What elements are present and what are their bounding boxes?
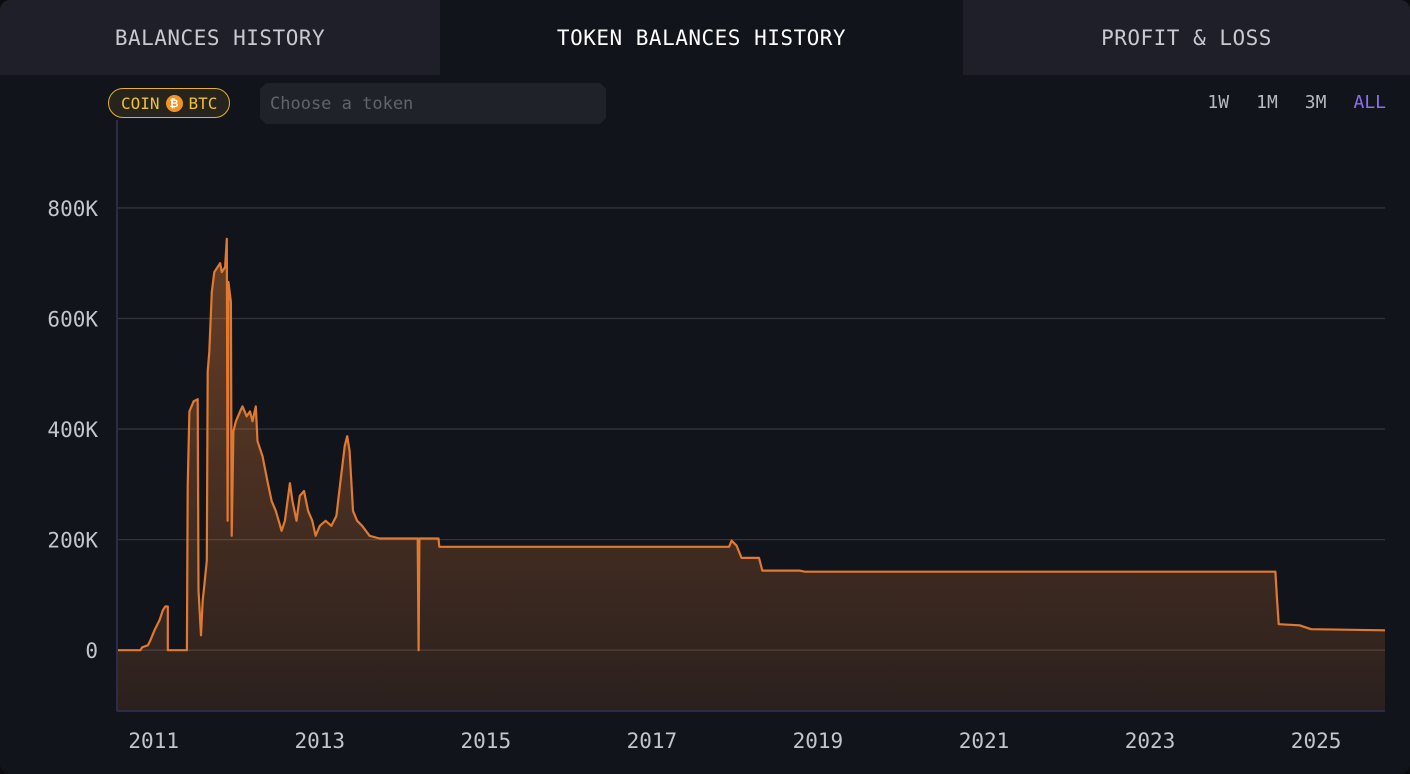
y-tick-label: 400K	[47, 418, 98, 442]
range-3m[interactable]: 3M	[1304, 92, 1327, 113]
y-tick-label: 0	[85, 639, 98, 663]
y-tick-label: 600K	[47, 307, 98, 331]
x-tick-label: 2023	[1125, 729, 1176, 753]
coin-filter-badge[interactable]: COIN ₿ BTC	[108, 88, 231, 118]
x-tick-label: 2025	[1291, 729, 1342, 753]
x-tick-label: 2021	[959, 729, 1010, 753]
time-range-selector: 1W 1M 3M ALL	[1207, 92, 1386, 113]
bitcoin-icon: ₿	[165, 94, 183, 112]
range-1m[interactable]: 1M	[1256, 92, 1278, 113]
x-tick-label: 2017	[627, 729, 678, 753]
y-tick-label: 200K	[47, 529, 98, 553]
badge-prefix: COIN	[121, 93, 160, 113]
token-search-input[interactable]	[260, 83, 606, 124]
x-tick-label: 2015	[461, 729, 512, 753]
balance-line	[118, 237, 1386, 652]
badge-symbol: BTC	[188, 93, 218, 113]
tab-balances-history[interactable]: BALANCES HISTORY	[0, 0, 440, 75]
x-tick-label: 2011	[128, 729, 179, 753]
tab-token-balances-history[interactable]: TOKEN BALANCES HISTORY	[440, 0, 963, 75]
y-tick-label: 800K	[47, 197, 98, 221]
x-tick-label: 2013	[294, 729, 345, 753]
range-1w[interactable]: 1W	[1207, 92, 1230, 113]
x-tick-label: 2019	[793, 729, 844, 753]
tab-profit-loss[interactable]: PROFIT & LOSS	[963, 0, 1410, 75]
balance-area	[118, 238, 1385, 711]
tab-bar: BALANCES HISTORY TOKEN BALANCES HISTORY …	[0, 0, 1410, 75]
range-all[interactable]: ALL	[1353, 92, 1386, 113]
